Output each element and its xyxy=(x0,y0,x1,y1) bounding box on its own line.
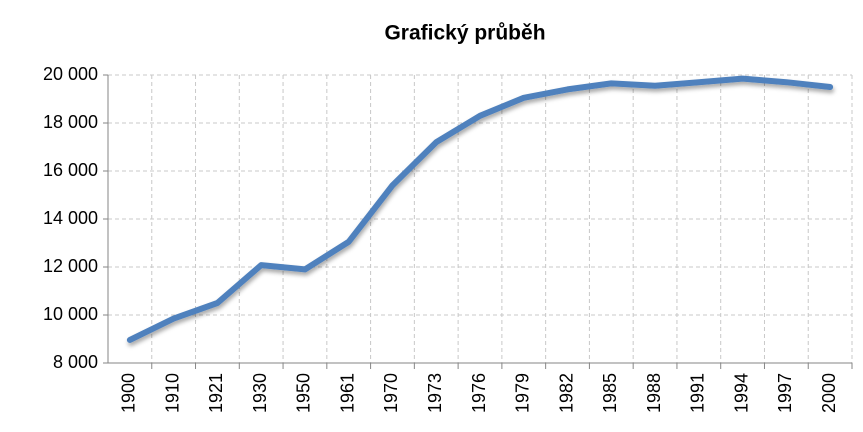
x-tick-label: 1976 xyxy=(469,373,489,413)
x-tick-label: 1985 xyxy=(600,373,620,413)
x-tick-label: 1991 xyxy=(688,373,708,413)
x-tick-label: 1973 xyxy=(425,373,445,413)
y-tick-label: 8 000 xyxy=(53,352,98,372)
x-tick-label: 2000 xyxy=(819,373,839,413)
x-tick-label: 1930 xyxy=(250,373,270,413)
line-series xyxy=(126,75,834,343)
y-tick-label: 16 000 xyxy=(43,160,98,180)
x-tick-label: 1988 xyxy=(644,373,664,413)
x-tick-label: 1970 xyxy=(381,373,401,413)
x-tick-label: 1961 xyxy=(337,373,357,413)
x-tick-label: 1997 xyxy=(775,373,795,413)
y-tick-label: 10 000 xyxy=(43,304,98,324)
x-tick-label: 1982 xyxy=(556,373,576,413)
x-tick-label: 1979 xyxy=(513,373,533,413)
x-tick-label: 1900 xyxy=(119,373,139,413)
x-tick-label: 1950 xyxy=(294,373,314,413)
y-tick-label: 20 000 xyxy=(43,64,98,84)
x-tick-label: 1921 xyxy=(206,373,226,413)
x-tick-label: 1994 xyxy=(731,373,751,413)
chart-title: Grafický průběh xyxy=(384,22,545,45)
y-tick-label: 18 000 xyxy=(43,112,98,132)
y-tick-label: 12 000 xyxy=(43,256,98,276)
x-tick-label: 1910 xyxy=(162,373,182,413)
y-tick-label: 14 000 xyxy=(43,208,98,228)
